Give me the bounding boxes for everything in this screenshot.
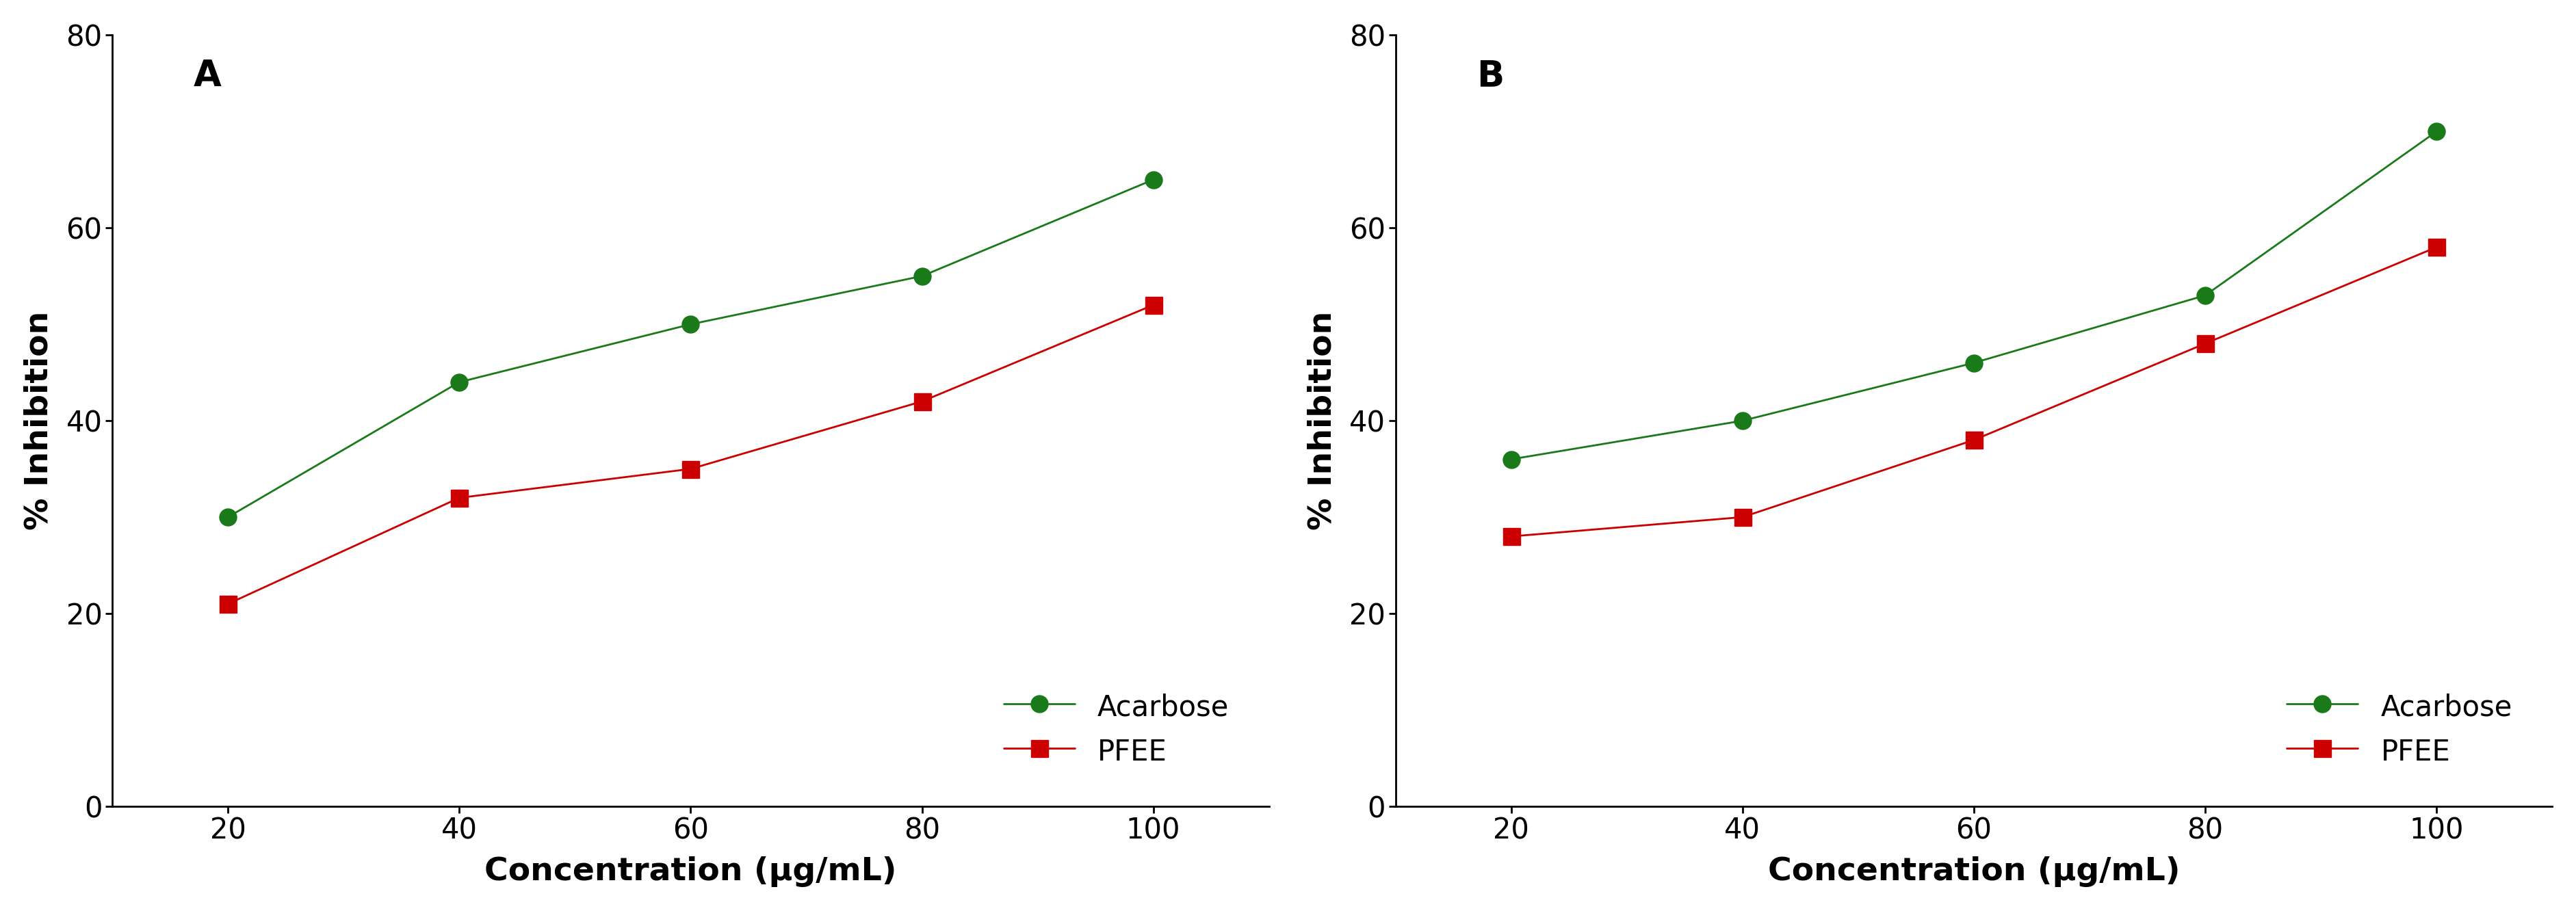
PFEE <box>1726 512 1757 523</box>
Legend: Acarbose, PFEE: Acarbose, PFEE <box>992 681 1242 778</box>
PFEE <box>211 599 242 609</box>
Legend: Acarbose, PFEE: Acarbose, PFEE <box>2275 681 2524 778</box>
Line: PFEE: PFEE <box>1502 239 2445 545</box>
PFEE <box>1958 435 1989 445</box>
Y-axis label: % Inhibition: % Inhibition <box>23 312 54 530</box>
Line: Acarbose: Acarbose <box>219 171 1162 526</box>
Acarbose <box>2190 290 2221 301</box>
PFEE <box>1139 300 1170 311</box>
PFEE <box>1497 531 1528 542</box>
Y-axis label: % Inhibition: % Inhibition <box>1306 312 1337 530</box>
PFEE <box>907 396 938 407</box>
Acarbose <box>675 319 706 330</box>
PFEE <box>443 492 474 503</box>
Line: PFEE: PFEE <box>219 296 1162 612</box>
PFEE <box>2190 338 2221 349</box>
Acarbose <box>1139 174 1170 185</box>
X-axis label: Concentration (μg/mL): Concentration (μg/mL) <box>1767 856 2179 887</box>
Acarbose <box>1497 454 1528 465</box>
Acarbose <box>1958 357 1989 368</box>
Text: A: A <box>193 58 222 94</box>
X-axis label: Concentration (μg/mL): Concentration (μg/mL) <box>484 856 896 887</box>
Text: B: B <box>1476 58 1504 94</box>
PFEE <box>675 464 706 475</box>
Acarbose <box>211 512 242 523</box>
Line: Acarbose: Acarbose <box>1502 123 2445 468</box>
Acarbose <box>2421 126 2452 137</box>
Acarbose <box>443 376 474 387</box>
Acarbose <box>1726 415 1757 426</box>
Acarbose <box>907 271 938 281</box>
PFEE <box>2421 241 2452 252</box>
